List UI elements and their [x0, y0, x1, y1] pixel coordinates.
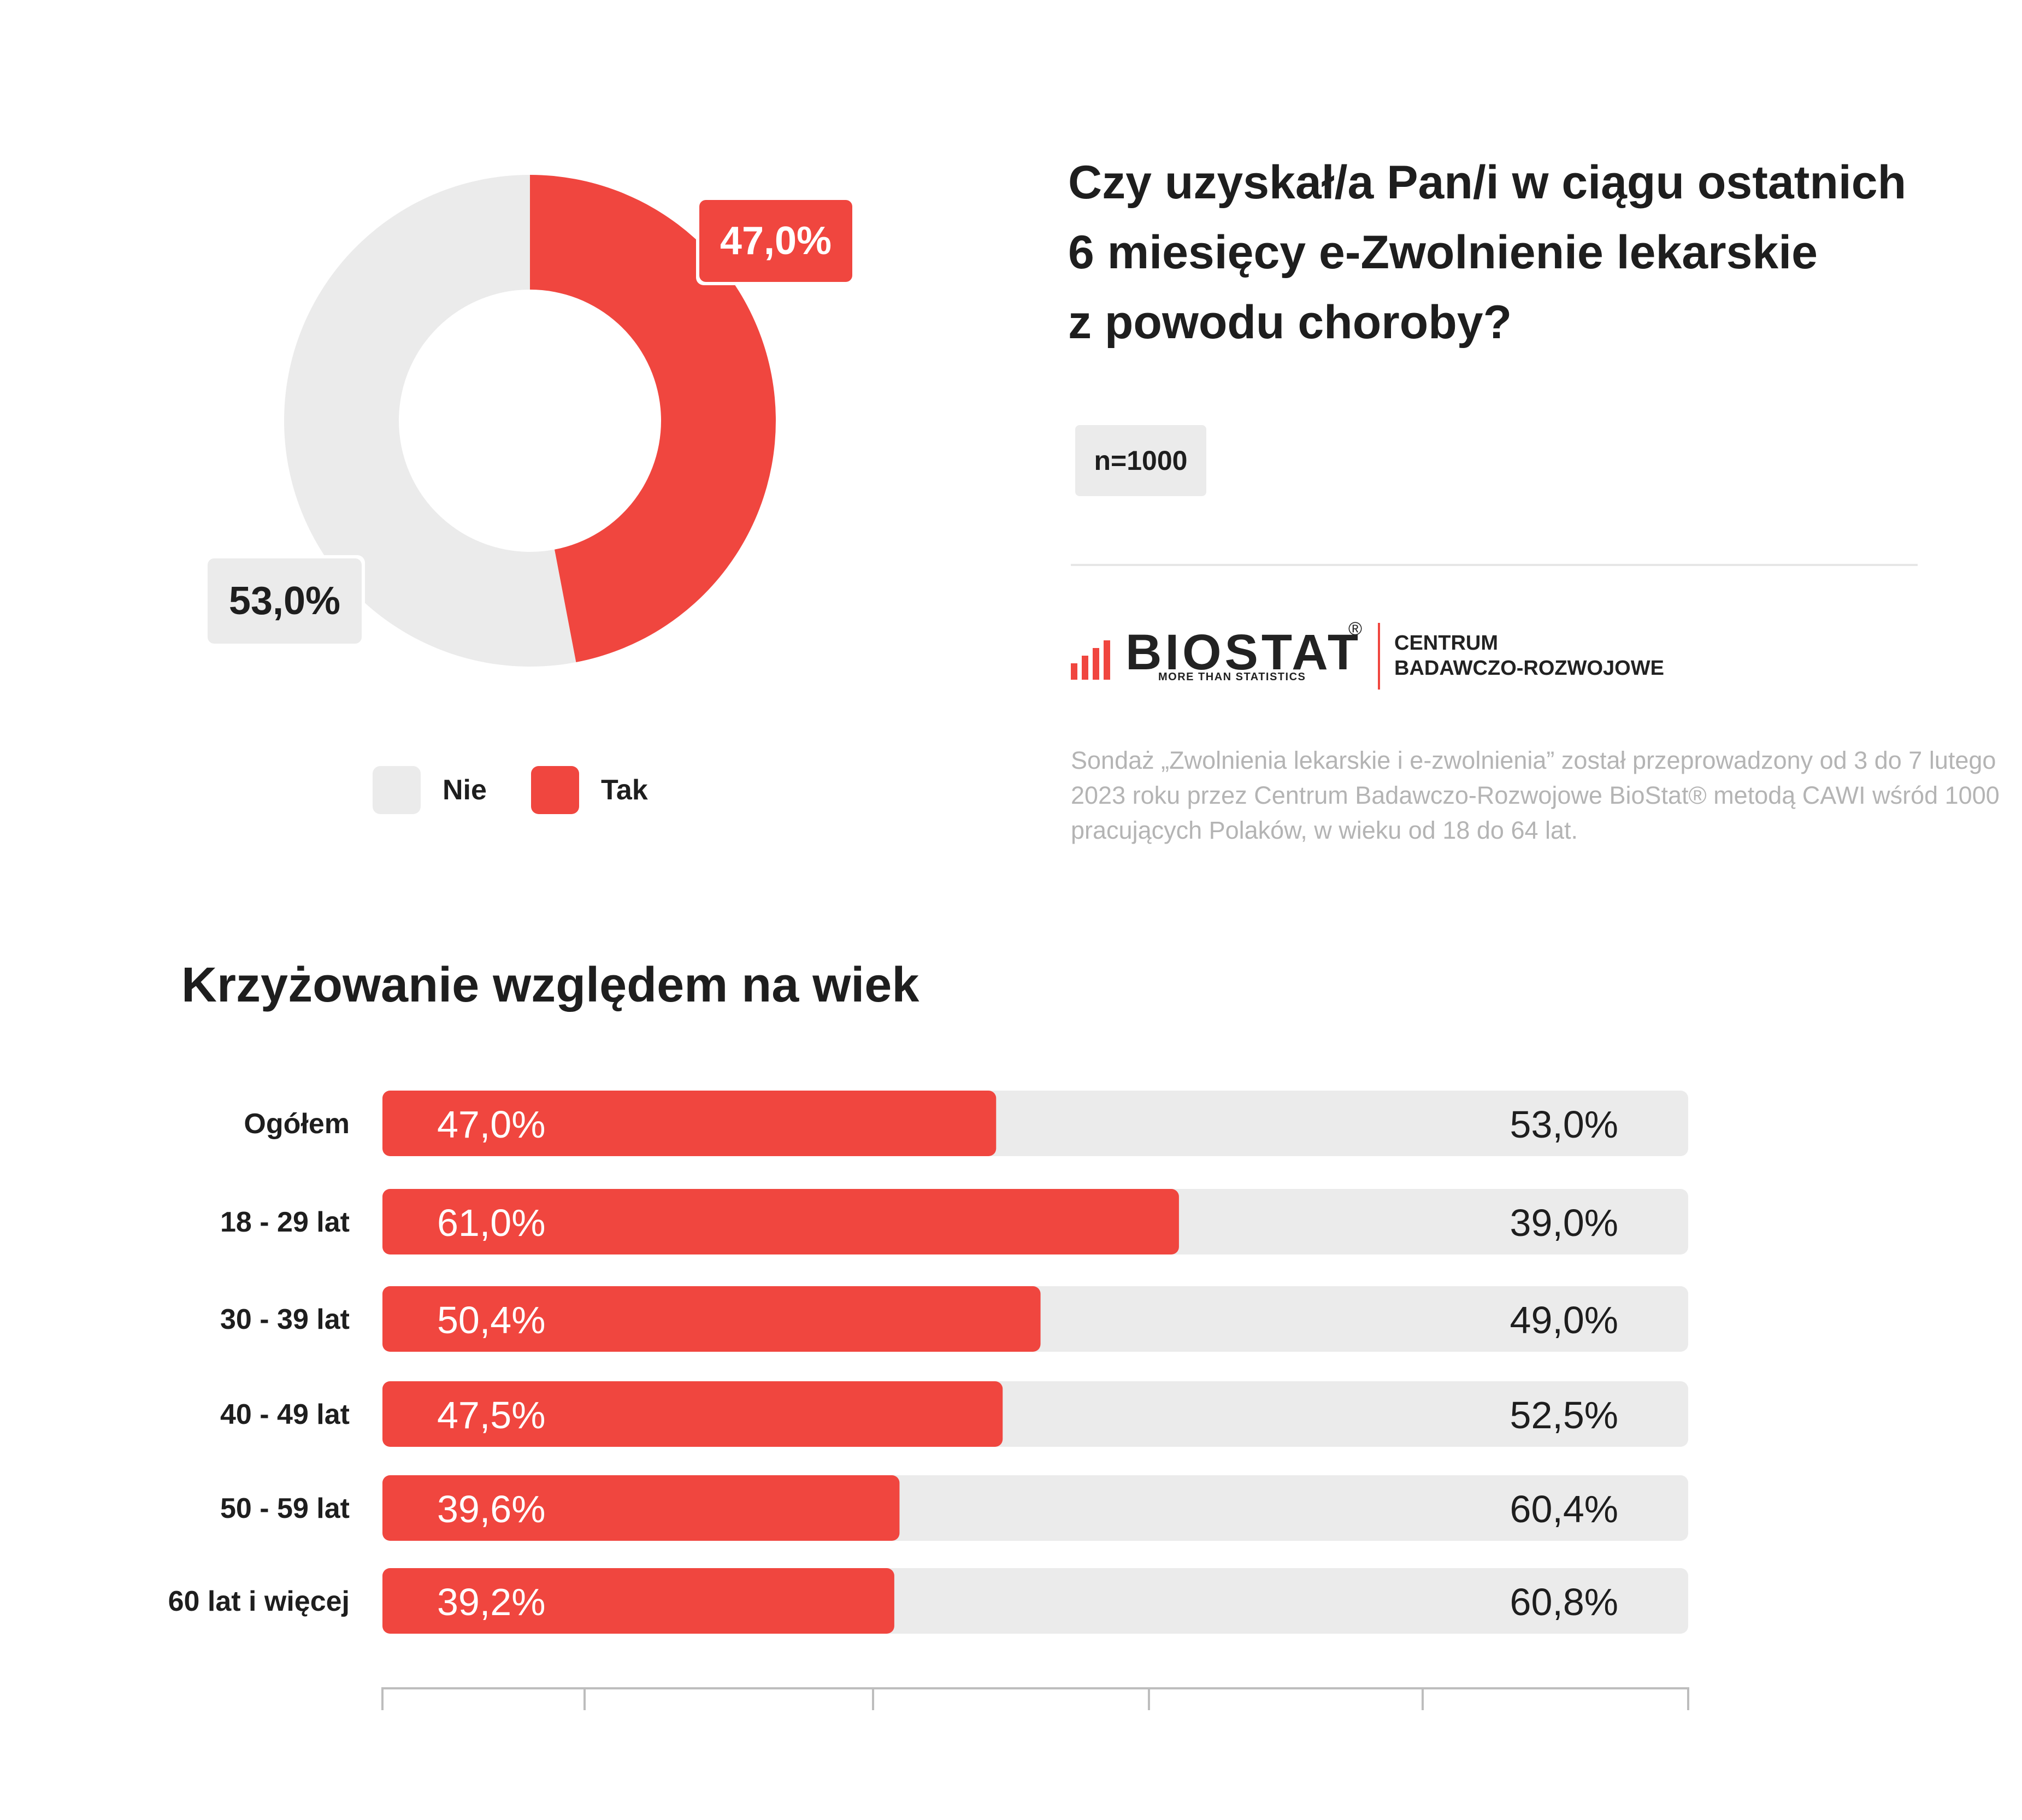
logo-wordmark: BIOSTAT	[1125, 625, 1362, 680]
bar-row: 18 - 29 lat 61,0% 39,0%	[220, 1189, 1688, 1254]
donut-slice-nie	[284, 175, 576, 667]
bar-tak	[382, 1381, 1003, 1447]
bar-tak	[382, 1568, 894, 1634]
divider	[1071, 564, 1918, 566]
donut-label-nie: 53,0%	[208, 558, 362, 644]
logo-separator	[1378, 623, 1380, 690]
sample-size-badge: n=1000	[1075, 425, 1206, 496]
bar-label-tak: 39,2%	[437, 1581, 545, 1623]
category-label: 18 - 29 lat	[220, 1206, 350, 1238]
survey-footnote: Sondaż „Zwolnienia lekarskie i e-zwolnie…	[1071, 743, 2000, 848]
bar-label-tak: 39,6%	[437, 1488, 545, 1530]
bar-row: 60 lat i więcej 39,2% 60,8%	[168, 1568, 1688, 1634]
bar-label-tak: 50,4%	[437, 1299, 545, 1341]
category-label: 60 lat i więcej	[168, 1586, 350, 1617]
bar-label-nie: 49,0%	[1510, 1299, 1618, 1341]
bar-axis	[381, 1687, 1689, 1710]
logo-tagline: MORE THAN STATISTICS	[1158, 671, 1306, 683]
category-label: Ogółem	[244, 1108, 350, 1140]
bar-label-tak: 47,0%	[437, 1103, 545, 1146]
legend-label-nie: Nie	[443, 774, 487, 806]
bar-tak	[382, 1286, 1041, 1352]
bar-row: 40 - 49 lat 47,5% 52,5%	[220, 1381, 1688, 1447]
bar-label-nie: 39,0%	[1510, 1201, 1618, 1244]
bar-tak	[382, 1189, 1179, 1254]
category-label: 40 - 49 lat	[220, 1399, 350, 1430]
donut-slice-tak	[530, 174, 776, 663]
logo-division-line-2: BADAWCZO-ROZWOJOWE	[1394, 657, 1664, 680]
question-line-3: z powodu choroby?	[1068, 296, 1512, 349]
logo-bars-icon	[1071, 640, 1110, 680]
biostat-logo: BIOSTAT ® MORE THAN STATISTICS CENTRUM B…	[1071, 619, 1672, 694]
bar-label-nie: 53,0%	[1510, 1103, 1618, 1146]
logo-registered-mark: ®	[1348, 619, 1363, 639]
legend-swatch-nie	[373, 766, 421, 814]
category-label: 30 - 39 lat	[220, 1304, 350, 1335]
question-line-2: 6 miesięcy e-Zwolnienie lekarskie	[1068, 226, 1818, 279]
category-label: 50 - 59 lat	[220, 1493, 350, 1524]
legend-item-tak: Tak	[531, 766, 648, 814]
bar-label-nie: 60,4%	[1510, 1488, 1618, 1530]
bar-label-tak: 47,5%	[437, 1394, 545, 1436]
legend-item-nie: Nie	[373, 766, 487, 814]
bar-rows: Ogółem 47,0% 53,0% 18 - 29 lat 61,0% 39,0% 30 …	[168, 1091, 1688, 1634]
footnote-line-3: pracujących Polaków, w wieku od 18 do 64…	[1071, 816, 1578, 844]
bar-label-nie: 60,8%	[1510, 1581, 1618, 1623]
bar-row: 30 - 39 lat 50,4% 49,0%	[220, 1286, 1688, 1352]
bar-tak	[382, 1475, 900, 1541]
legend-label-tak: Tak	[601, 774, 648, 806]
logo-division-line-1: CENTRUM	[1394, 632, 1498, 655]
bar-row: Ogółem 47,0% 53,0%	[244, 1091, 1688, 1156]
footnote-line-2: 2023 roku przez Centrum Badawczo-Rozwojo…	[1071, 781, 2000, 809]
donut-label-tak: 47,0%	[699, 200, 852, 282]
survey-question: Czy uzyskał/a Pan/i w ciągu ostatnich 6 …	[1068, 148, 1953, 357]
bar-row: 50 - 59 lat 39,6% 60,4%	[220, 1475, 1688, 1541]
legend-swatch-tak	[531, 766, 579, 814]
question-line-1: Czy uzyskał/a Pan/i w ciągu ostatnich	[1068, 156, 1907, 209]
bar-tak	[382, 1091, 997, 1156]
footnote-line-1: Sondaż „Zwolnienia lekarskie i e-zwolnie…	[1071, 746, 1996, 774]
bar-label-tak: 61,0%	[437, 1201, 545, 1244]
bar-label-nie: 52,5%	[1510, 1394, 1618, 1436]
bar-chart-title: Krzyżowanie względem na wiek	[181, 958, 919, 1012]
